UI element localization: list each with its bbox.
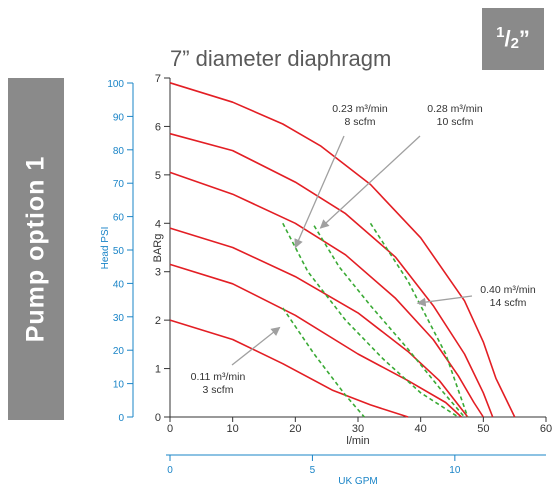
size-denominator: 2 xyxy=(510,34,519,52)
annotation-arrow xyxy=(416,295,473,307)
air-consumption-line-2 xyxy=(282,222,459,418)
x-tick-label: 30 xyxy=(352,423,364,435)
y-tick-label: 5 xyxy=(155,170,161,182)
x-axis-label: l/min xyxy=(346,435,369,447)
pump-option-banner: Pump option 1 xyxy=(8,78,64,420)
y-tick-label: 3 xyxy=(155,267,161,279)
psi-axis-label: Head PSI xyxy=(100,227,111,270)
x-tick-label: 50 xyxy=(477,423,489,435)
x-tick-label: 40 xyxy=(415,423,427,435)
annotation-scfm-label: 8 scfm xyxy=(345,116,376,128)
psi-tick-label: 30 xyxy=(113,313,125,324)
annotation-flow-label: 0.40 m³/min xyxy=(480,284,536,296)
annotation-flow-label: 0.11 m³/min xyxy=(191,371,246,383)
annotation-scfm-label: 3 scfm xyxy=(203,384,234,396)
psi-tick-label: 20 xyxy=(113,346,125,357)
size-suffix: ” xyxy=(518,26,530,51)
psi-tick-label: 60 xyxy=(113,213,125,224)
psi-tick-label: 100 xyxy=(107,79,124,90)
pressure-curve-5 xyxy=(169,263,462,418)
pressure-curve-1 xyxy=(169,82,516,418)
psi-tick-label: 0 xyxy=(118,413,124,424)
annotation-flow-label: 0.23 m³/min xyxy=(332,103,388,115)
annotation-arrow xyxy=(319,135,421,229)
y-tick-label: 6 xyxy=(155,121,161,133)
psi-tick-label: 70 xyxy=(113,179,125,190)
size-numerator: 1 xyxy=(496,23,505,41)
psi-tick-label: 10 xyxy=(113,380,125,391)
air-consumption-line-3 xyxy=(313,225,466,418)
pressure-curve-4 xyxy=(169,227,469,418)
annotation-scfm-label: 10 scfm xyxy=(437,116,474,128)
gpm-tick-label: 10 xyxy=(449,465,461,476)
annotation-scfm-label: 14 scfm xyxy=(490,297,527,309)
gpm-tick-label: 0 xyxy=(167,465,173,476)
y-tick-label: 0 xyxy=(155,412,161,424)
chart-title: 7” diameter diaphragm xyxy=(170,46,392,71)
x-tick-label: 20 xyxy=(289,423,301,435)
psi-tick-label: 40 xyxy=(113,279,125,290)
annotation-flow-label: 0.28 m³/min xyxy=(427,103,483,115)
gpm-axis-label: UK GPM xyxy=(338,476,377,487)
y-tick-label: 2 xyxy=(155,315,161,327)
annotation-arrow xyxy=(231,326,281,366)
y-axis-label: BARg xyxy=(152,234,164,263)
x-tick-label: 0 xyxy=(167,423,173,435)
psi-tick-label: 90 xyxy=(113,112,125,123)
size-badge: 1/2” xyxy=(482,8,544,70)
air-consumption-line-4 xyxy=(369,222,469,418)
pressure-curve-6 xyxy=(169,319,409,418)
pressure-curve-2 xyxy=(169,132,494,418)
y-tick-label: 7 xyxy=(155,73,161,85)
gpm-tick-label: 5 xyxy=(310,465,316,476)
psi-tick-label: 80 xyxy=(113,146,125,157)
psi-tick-label: 50 xyxy=(113,246,125,257)
y-tick-label: 4 xyxy=(155,218,161,230)
annotation-arrow xyxy=(294,135,345,249)
air-consumption-line-1 xyxy=(282,307,365,418)
x-tick-label: 60 xyxy=(540,423,552,435)
y-tick-label: 1 xyxy=(155,364,161,376)
x-tick-label: 10 xyxy=(227,423,239,435)
pressure-curve-3 xyxy=(169,171,484,418)
